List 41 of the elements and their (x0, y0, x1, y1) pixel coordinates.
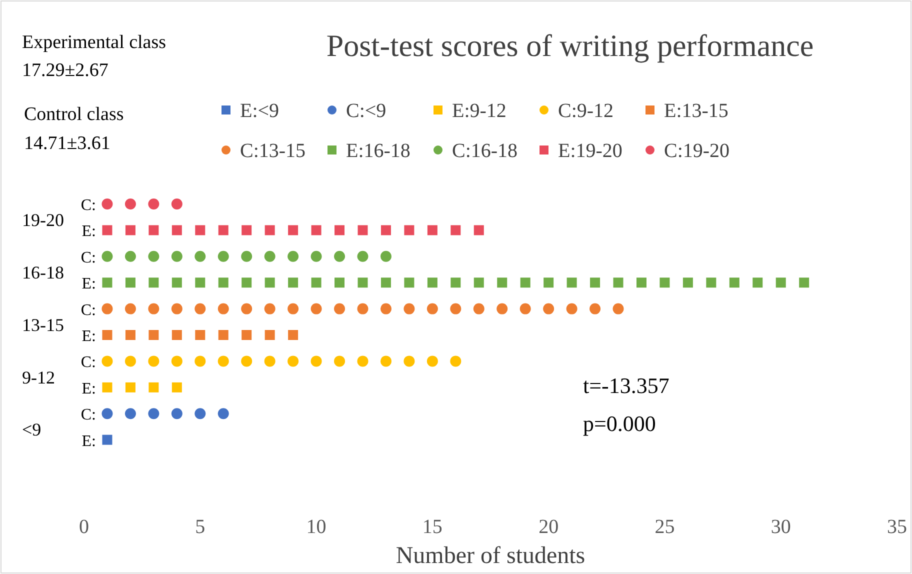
category-label: C: (80, 354, 96, 372)
legend-label: C:16-18 (452, 140, 518, 162)
text: Control class (24, 104, 124, 125)
x-tick-label: 0 (79, 516, 89, 538)
category-label: C: (80, 249, 96, 266)
legend-label: C:19-20 (664, 140, 730, 162)
text: Experimental class (22, 32, 166, 53)
legend-label: C:<9 (346, 100, 386, 122)
text: 17.29±2.67 (22, 60, 108, 81)
legend-label: C:9-12 (558, 100, 614, 122)
legend-label: E:<9 (240, 100, 280, 122)
legend-label: E:16-18 (346, 140, 410, 162)
x-axis-title: Number of students (396, 543, 586, 569)
category-label: E: (82, 328, 96, 345)
text: 14.71±3.61 (24, 133, 110, 154)
x-tick-label: 30 (770, 516, 791, 538)
x-tick-label: 25 (654, 516, 675, 538)
category-label: C: (80, 406, 96, 424)
legend-label: C:13-15 (240, 140, 306, 162)
legend-label: E:9-12 (452, 100, 506, 122)
chart-title: Post-test scores of writing performance (326, 28, 814, 63)
x-tick-label: 35 (887, 516, 907, 538)
category-label: E: (82, 223, 96, 240)
x-tick-label: 15 (422, 516, 442, 538)
legend-label: E:13-15 (664, 100, 728, 122)
category-label: E: (82, 276, 96, 293)
annotation: p=0.000 (583, 411, 656, 436)
x-tick-label: 20 (538, 516, 559, 538)
x-tick-label: 10 (306, 516, 326, 538)
category-label: C: (80, 302, 96, 319)
category-label: C: (80, 197, 96, 214)
y-tick-label: 9-12 (22, 367, 55, 388)
y-tick-label: <9 (22, 420, 42, 440)
y-tick-label: 13-15 (22, 314, 64, 335)
legend-label: E:19-20 (558, 140, 622, 162)
y-tick-label: 16-18 (22, 262, 64, 282)
annotation: t=-13.357 (583, 373, 670, 398)
category-label: E: (82, 380, 96, 398)
y-tick-label: 19-20 (22, 210, 64, 230)
x-tick-label: 5 (195, 516, 206, 538)
category-label: E: (82, 432, 96, 450)
